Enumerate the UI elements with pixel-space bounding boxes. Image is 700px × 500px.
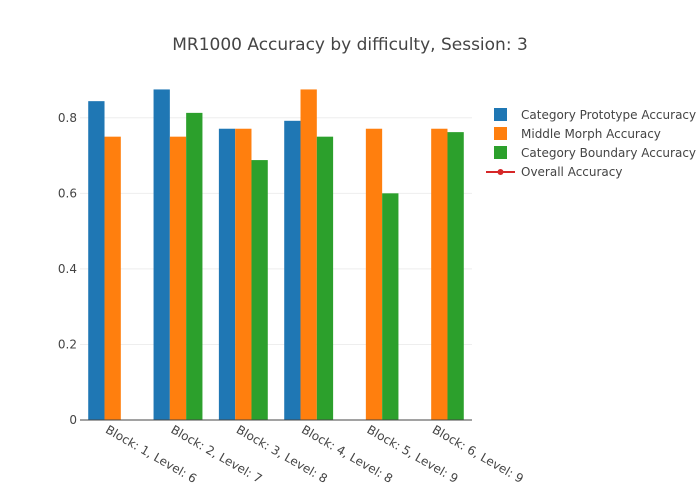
gridlines (80, 117, 472, 345)
bar (218, 128, 236, 421)
bar (235, 128, 252, 421)
legend-item[interactable]: Category Boundary Accuracy (494, 146, 696, 160)
legend-swatch (494, 108, 507, 121)
bar (251, 160, 268, 420)
legend[interactable]: Category Prototype Accuracy Middle Morph … (486, 108, 696, 179)
legend-label: Category Prototype Accuracy (521, 108, 696, 122)
bar (186, 112, 203, 421)
legend-item[interactable]: Category Prototype Accuracy (494, 108, 696, 122)
legend-item[interactable]: Overall Accuracy (486, 165, 622, 179)
legend-swatch (494, 127, 507, 140)
bar (300, 89, 317, 420)
bar (169, 136, 187, 421)
bar (284, 120, 301, 421)
y-tick-label: 0.4 (58, 262, 77, 276)
y-tick-label: 0 (69, 413, 77, 427)
bars (88, 89, 464, 421)
y-tick-label: 0.8 (58, 111, 77, 125)
chart-title: MR1000 Accuracy by difficulty, Session: … (172, 35, 528, 55)
legend-swatch (494, 146, 507, 159)
y-tick-labels: 0 0.2 0.4 0.6 0.8 (58, 111, 77, 427)
bar (88, 101, 105, 420)
bar (382, 193, 399, 420)
bar (431, 128, 448, 421)
bar (365, 128, 383, 421)
legend-label: Middle Morph Accuracy (521, 127, 661, 141)
y-tick-label: 0.6 (58, 186, 77, 200)
legend-marker (497, 169, 504, 175)
legend-item[interactable]: Middle Morph Accuracy (494, 127, 661, 141)
bar (104, 136, 121, 421)
legend-label: Category Boundary Accuracy (521, 146, 696, 160)
bar (153, 89, 170, 420)
bar (316, 136, 334, 421)
legend-label: Overall Accuracy (521, 165, 622, 179)
y-tick-label: 0.2 (58, 337, 77, 351)
bar (447, 132, 464, 420)
